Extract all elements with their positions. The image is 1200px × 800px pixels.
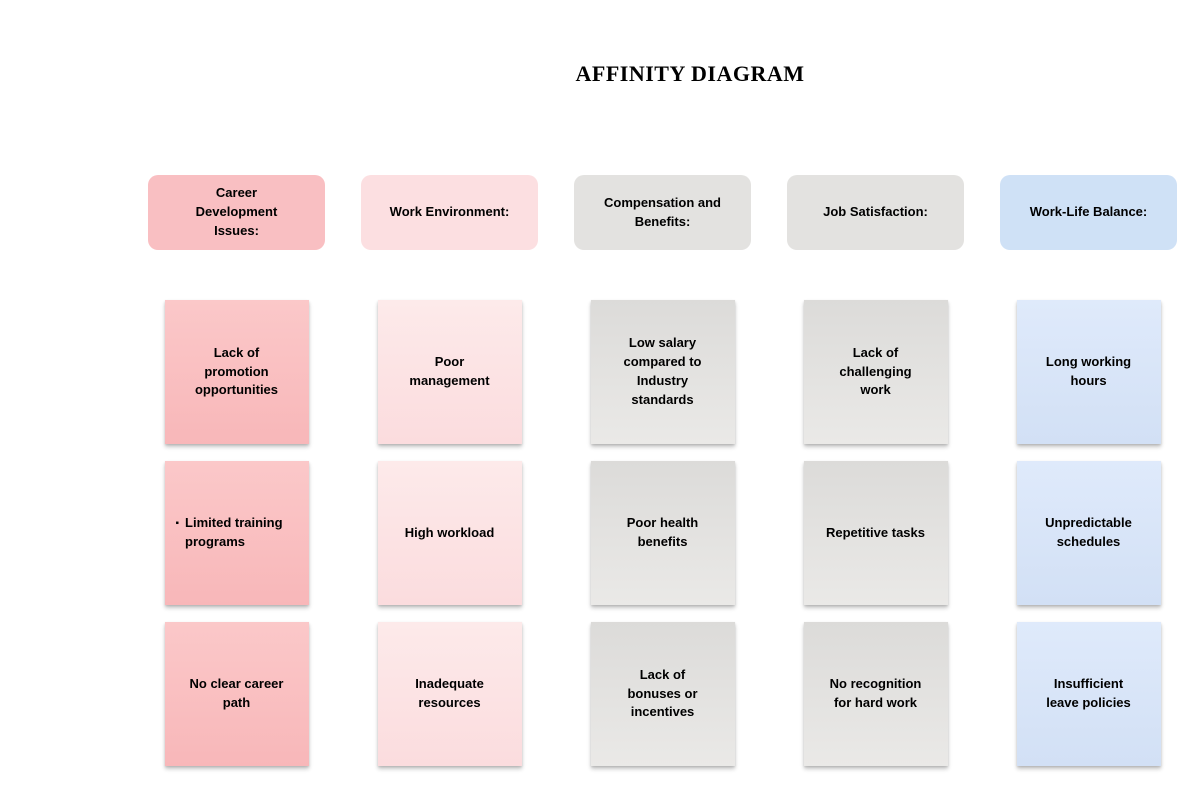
sticky-note: Long working hours <box>1016 300 1161 444</box>
note-text: Insufficient leave policies <box>1046 676 1131 710</box>
sticky-note: Lack of bonuses or incentives <box>590 622 735 766</box>
sticky-note: Low salary compared to Industry standard… <box>590 300 735 444</box>
sticky-note: No clear career path <box>164 622 309 766</box>
note-text: Lack of challenging work <box>839 344 912 398</box>
group-header-work-environment: Work Environment: <box>361 175 538 250</box>
group-header-work-life-balance: Work-Life Balance: <box>1000 175 1177 250</box>
note-text: Lack of bonuses or incentives <box>627 666 698 720</box>
note-row-2: ▪ Limited training programs High workloa… <box>148 461 1177 605</box>
group-header-compensation-benefits: Compensation and Benefits: <box>574 175 751 250</box>
sticky-note: High workload <box>377 461 522 605</box>
sticky-note: Inadequate resources <box>377 622 522 766</box>
note-text: No recognition for hard work <box>829 676 922 710</box>
note-text: High workload <box>404 524 495 540</box>
group-header-job-satisfaction: Job Satisfaction: <box>787 175 964 250</box>
sticky-note: No recognition for hard work <box>803 622 948 766</box>
sticky-note: ▪ Limited training programs <box>164 461 309 605</box>
note-row-1: Lack of promotion opportunities Poor man… <box>148 300 1177 444</box>
note-text: Repetitive tasks <box>826 524 925 540</box>
note-text: ▪ Limited training programs <box>176 514 299 552</box>
sticky-note: Lack of promotion opportunities <box>164 300 309 444</box>
header-row: Career Development Issues: Work Environm… <box>148 175 1177 250</box>
note-text: No clear career path <box>189 676 284 710</box>
note-text: Low salary compared to Industry standard… <box>623 335 702 407</box>
affinity-board: Career Development Issues: Work Environm… <box>148 175 1177 766</box>
sticky-note: Lack of challenging work <box>803 300 948 444</box>
note-text: Inadequate resources <box>415 676 484 710</box>
sticky-note: Poor health benefits <box>590 461 735 605</box>
sticky-note: Repetitive tasks <box>803 461 948 605</box>
note-text-line: Limited training programs <box>185 515 283 549</box>
page-title: AFFINITY DIAGRAM <box>575 61 805 86</box>
sticky-note: Poor management <box>377 300 522 444</box>
note-text: Poor health benefits <box>626 515 699 549</box>
note-text: Poor management <box>409 354 490 388</box>
group-header-career-development: Career Development Issues: <box>148 175 325 250</box>
note-text: Lack of promotion opportunities <box>194 344 279 398</box>
sticky-note: Unpredictable schedules <box>1016 461 1161 605</box>
note-row-3: No clear career path Inadequate resource… <box>148 622 1177 766</box>
sticky-note: Insufficient leave policies <box>1016 622 1161 766</box>
bullet-icon: ▪ <box>175 518 180 530</box>
note-text: Long working hours <box>1045 354 1132 388</box>
note-text: Unpredictable schedules <box>1045 515 1132 549</box>
